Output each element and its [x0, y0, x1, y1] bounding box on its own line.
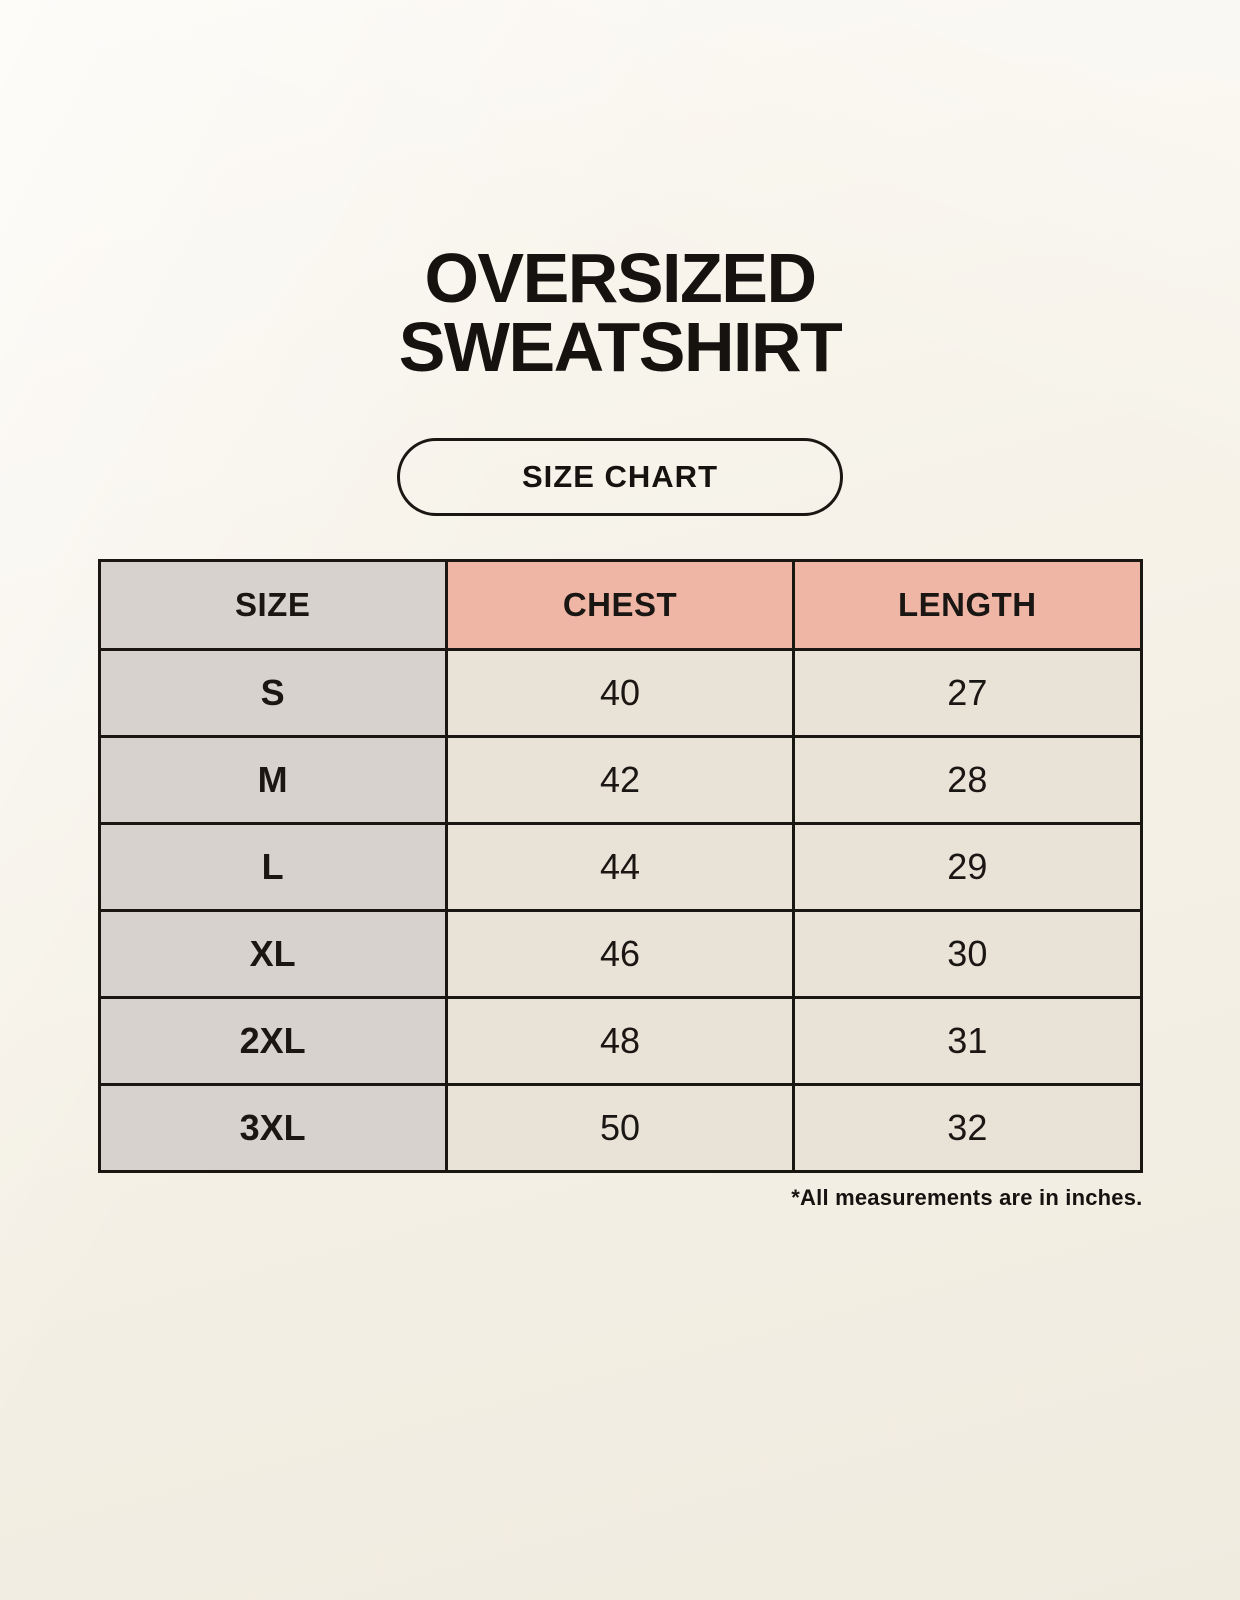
- length-cell: 32: [792, 1083, 1143, 1173]
- chest-cell: 40: [444, 648, 796, 738]
- size-cell: XL: [97, 909, 448, 999]
- size-cell: 3XL: [97, 1083, 448, 1173]
- size-table: SIZE CHEST LENGTH S 40 27 M 42 28 L: [97, 559, 1143, 1173]
- size-table-container: SIZE CHEST LENGTH S 40 27 M 42 28 L: [97, 559, 1143, 1173]
- chest-cell: 50: [444, 1083, 796, 1173]
- table-row: XL 46 30: [97, 909, 1143, 999]
- chest-cell: 48: [444, 996, 796, 1086]
- size-chart-button-label: SIZE CHART: [522, 459, 718, 494]
- length-cell: 31: [792, 996, 1143, 1086]
- table-row: S 40 27: [97, 648, 1143, 738]
- length-cell: 28: [792, 735, 1143, 825]
- size-chart-button[interactable]: SIZE CHART: [397, 438, 843, 516]
- measurements-note: *All measurements are in inches.: [791, 1185, 1143, 1210]
- length-cell: 29: [792, 822, 1143, 912]
- length-cell: 30: [792, 909, 1143, 999]
- column-header-length: LENGTH: [792, 559, 1143, 651]
- size-cell: 2XL: [97, 996, 448, 1086]
- product-title: OVERSIZED SWEATSHIRT: [0, 0, 1240, 382]
- size-cell: L: [97, 822, 448, 912]
- product-title-line2: SWEATSHIRT: [398, 308, 843, 386]
- column-header-chest: CHEST: [444, 559, 796, 651]
- column-header-size: SIZE: [97, 559, 448, 651]
- chest-cell: 44: [444, 822, 796, 912]
- size-cell: M: [97, 735, 448, 825]
- table-row: L 44 29: [97, 822, 1143, 912]
- table-row: M 42 28: [97, 735, 1143, 825]
- chest-cell: 46: [444, 909, 796, 999]
- length-cell: 27: [792, 648, 1143, 738]
- size-cell: S: [97, 648, 448, 738]
- table-header-row: SIZE CHEST LENGTH: [97, 559, 1143, 651]
- chest-cell: 42: [444, 735, 796, 825]
- table-row: 2XL 48 31: [97, 996, 1143, 1086]
- table-row: 3XL 50 32: [97, 1083, 1143, 1173]
- product-title-line1: OVERSIZED: [424, 239, 817, 317]
